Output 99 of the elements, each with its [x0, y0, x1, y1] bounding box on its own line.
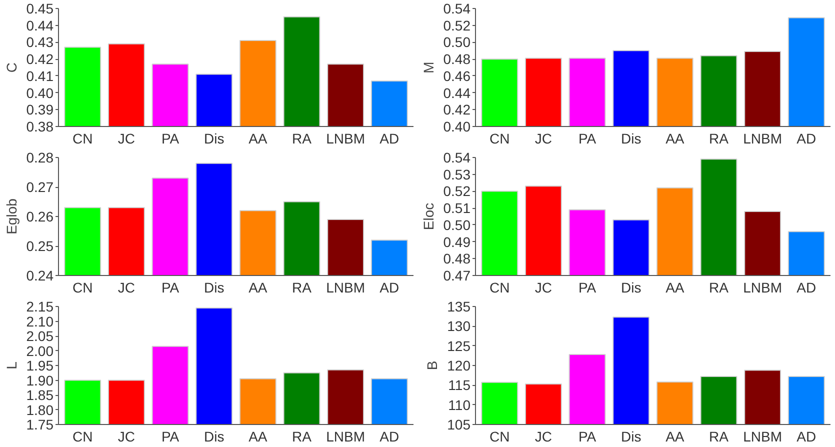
y-tick-label: 0.41	[26, 68, 54, 84]
y-tick-label: 0.24	[26, 268, 54, 284]
y-tick-label: 0.44	[26, 17, 54, 34]
y-tick-label: 0.27	[26, 179, 54, 195]
y-tick-label: 2.15	[26, 298, 54, 314]
y-tick-label: 135	[447, 298, 471, 314]
y-tick-label: 0.52	[443, 183, 471, 200]
y-tick-label: 1.95	[26, 358, 54, 374]
x-tick-label: Dis	[204, 428, 224, 444]
y-tick-label: 1.80	[26, 402, 54, 418]
y-axis-title: Eglob	[3, 198, 20, 234]
x-tick-label: LNBM	[326, 130, 366, 146]
y-tick-label: 0.26	[26, 208, 54, 224]
y-tick-label: 0.40	[26, 84, 54, 101]
x-tick-label: RA	[292, 130, 312, 146]
x-tick-label: RA	[709, 130, 730, 146]
x-tick-label: AD	[380, 280, 400, 296]
x-tick-label: CN	[72, 428, 93, 444]
y-tick-label: 2.10	[26, 313, 54, 330]
y-axis-title: Eloc	[420, 202, 436, 230]
y-tick-label: 1.85	[26, 387, 54, 403]
x-tick-label: LNBM	[743, 130, 782, 146]
y-tick-label: 0.39	[26, 102, 54, 118]
x-tick-label: CN	[489, 130, 510, 146]
x-tick-label: JC	[534, 130, 552, 146]
x-tick-label: AD	[380, 130, 400, 146]
y-axis-title: C	[3, 62, 20, 73]
y-tick-label: 0.44	[443, 84, 471, 101]
x-tick-label: CN	[72, 130, 93, 146]
x-tick-label: JC	[534, 428, 552, 444]
x-tick-label: LNBM	[326, 280, 366, 296]
x-tick-label: AA	[666, 280, 685, 296]
y-tick-label: 0.51	[443, 200, 471, 216]
x-tick-label: AA	[248, 130, 268, 146]
x-tick-label: Dis	[620, 428, 642, 444]
x-tick-label: Dis	[620, 130, 642, 146]
x-tick-label: LNBM	[743, 428, 782, 444]
y-tick-label: 0.40	[443, 118, 471, 134]
x-tick-label: AD	[796, 428, 816, 444]
y-tick-label: 0.43	[26, 34, 54, 50]
y-tick-label: 0.42	[443, 102, 471, 118]
x-tick-label: AD	[796, 130, 816, 146]
x-tick-label: Dis	[204, 280, 224, 296]
x-tick-label: PA	[161, 130, 180, 146]
y-tick-label: 2.00	[26, 342, 54, 359]
x-tick-label: Dis	[620, 280, 642, 296]
y-tick-label: 0.53	[443, 166, 471, 182]
x-tick-label: Dis	[204, 130, 224, 146]
x-tick-label: PA	[161, 428, 180, 444]
y-tick-label: 115	[448, 377, 471, 394]
x-tick-label: AA	[248, 428, 268, 444]
x-tick-label: CN	[489, 280, 510, 296]
y-tick-label: 1.90	[26, 372, 54, 388]
y-axis-title: L	[3, 361, 20, 370]
y-axis-title: M	[420, 62, 436, 74]
y-tick-label: 0.50	[443, 34, 471, 50]
x-tick-label: AA	[666, 130, 685, 146]
x-tick-label: CN	[489, 428, 510, 444]
y-tick-label: 0.48	[443, 51, 471, 68]
x-tick-label: PA	[578, 428, 597, 444]
x-tick-label: JC	[118, 428, 135, 444]
y-tick-label: 130	[447, 318, 471, 334]
x-tick-label: PA	[578, 280, 597, 296]
y-tick-label: 0.47	[443, 268, 471, 284]
x-tick-label: RA	[292, 428, 312, 444]
y-tick-label: 125	[447, 338, 471, 354]
x-tick-label: LNBM	[743, 280, 782, 296]
y-tick-label: 0.45	[26, 0, 54, 16]
y-tick-label: 0.46	[443, 68, 471, 84]
y-tick-label: 105	[447, 416, 471, 432]
y-tick-label: 2.05	[26, 328, 54, 344]
y-tick-label: 0.28	[26, 150, 54, 166]
x-tick-label: AD	[380, 428, 400, 444]
y-axis-title: B	[424, 360, 440, 370]
y-tick-label: 0.25	[26, 238, 54, 254]
x-tick-label: RA	[292, 280, 312, 296]
y-tick-label: 0.38	[26, 118, 54, 134]
x-tick-label: RA	[709, 428, 730, 444]
x-tick-label: AA	[248, 280, 268, 296]
y-tick-label: 0.50	[443, 216, 471, 233]
y-tick-label: 120	[447, 358, 471, 374]
x-tick-label: CN	[72, 280, 93, 296]
y-tick-label: 0.54	[443, 0, 471, 16]
x-tick-label: AA	[666, 428, 685, 444]
y-tick-label: 0.48	[443, 250, 471, 267]
x-tick-label: JC	[118, 280, 135, 296]
y-tick-label: 0.42	[26, 51, 54, 68]
y-tick-label: 1.75	[26, 416, 54, 432]
y-tick-label: 0.54	[443, 150, 471, 166]
x-tick-label: RA	[709, 280, 730, 296]
x-tick-label: JC	[534, 280, 552, 296]
x-tick-label: PA	[161, 280, 180, 296]
x-tick-label: JC	[118, 130, 135, 146]
x-tick-label: AD	[796, 280, 816, 296]
x-tick-label: LNBM	[326, 428, 366, 444]
x-tick-label: PA	[578, 130, 597, 146]
y-tick-label: 110	[448, 396, 471, 413]
y-tick-label: 0.49	[443, 234, 471, 250]
y-tick-label: 0.52	[443, 17, 471, 34]
